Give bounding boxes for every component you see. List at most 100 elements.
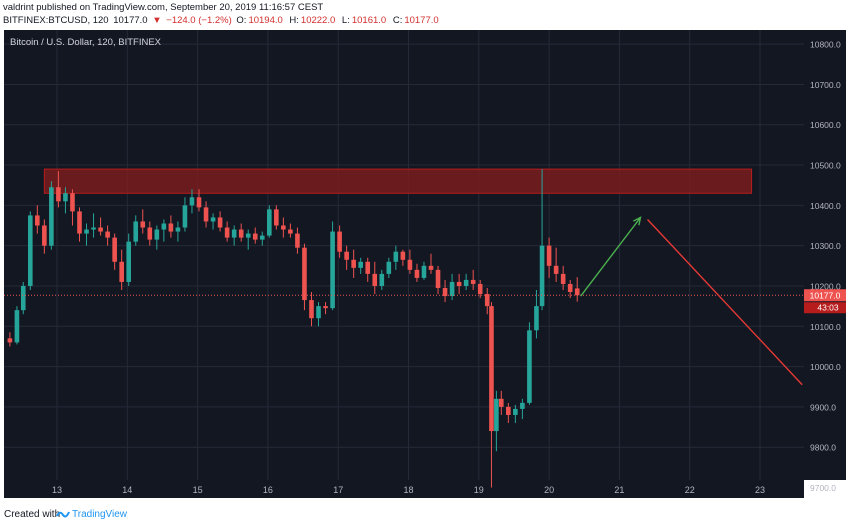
candle-body [217, 217, 223, 228]
x-tick-label: 21 [614, 485, 624, 495]
projection-up-arrowhead [633, 216, 642, 226]
candle-body [20, 285, 26, 311]
last-price-badge-label: 10177.0 [810, 291, 841, 301]
y-tick-label: 10400.0 [810, 201, 841, 211]
resistance-zone [43, 168, 753, 194]
candle-body [330, 231, 335, 309]
price-axis-background [804, 30, 846, 480]
close-label: C: [392, 15, 403, 26]
last-price-badge [804, 289, 846, 302]
down-arrow-icon: ▼ [152, 15, 162, 26]
candle-body [196, 197, 202, 208]
candle-body [119, 261, 124, 282]
projection-down-line [647, 218, 803, 386]
candle-body [7, 338, 13, 343]
candle-body [210, 217, 216, 222]
candle-body [252, 233, 258, 240]
y-tick-label: 9900.0 [810, 402, 836, 412]
candle-body [175, 227, 181, 232]
candle-body [203, 207, 209, 222]
candle-body [27, 215, 33, 286]
candle-body [259, 235, 265, 240]
candle-body [63, 193, 68, 202]
candle-body [309, 300, 314, 319]
tradingview-logo-icon [56, 511, 70, 518]
author-name[interactable]: valdrint [3, 2, 34, 13]
candle-body [428, 265, 434, 270]
candle-body [323, 306, 328, 309]
candle-body [513, 408, 518, 415]
candle-body [484, 294, 490, 307]
candle-body [245, 233, 251, 238]
candle-body [477, 283, 483, 295]
x-tick-label: 13 [52, 485, 62, 495]
candle-body [77, 211, 82, 234]
candle-body [337, 231, 342, 252]
candle-body [372, 273, 378, 286]
x-tick-label: 17 [333, 485, 343, 495]
y-tick-label: 10600.0 [810, 120, 841, 130]
price-chart[interactable]: Bitcoin / U.S. Dollar, 120, BITFINEX 9700… [0, 30, 850, 502]
candle-body [147, 227, 153, 240]
candle-body [288, 229, 293, 234]
candle-body [98, 227, 103, 232]
chart-header: valdrint published on TradingView.com, S… [0, 0, 850, 30]
candle-body [400, 251, 406, 260]
candle-body [91, 227, 96, 230]
high-value: 10222.0 [300, 15, 336, 26]
x-tick-label: 22 [685, 485, 695, 495]
candle-body [133, 221, 139, 242]
open-value: 10194.0 [248, 15, 283, 26]
candle-body [546, 245, 552, 266]
candle-body [140, 221, 146, 228]
candle-body [56, 187, 61, 202]
candle-body [105, 231, 110, 238]
candle-body [182, 205, 188, 228]
candle-body [224, 227, 230, 238]
candle-body [534, 306, 539, 331]
candle-body [70, 193, 75, 212]
change-value: −124.0 (−1.2%) [166, 15, 232, 26]
publish-info: valdrint published on TradingView.com, S… [3, 2, 323, 13]
footer: Created with TradingView [0, 502, 850, 526]
y-tick-label: 10700.0 [810, 80, 841, 90]
candle-body [231, 229, 237, 238]
candle-body [442, 287, 448, 297]
candle-body [574, 288, 580, 296]
x-tick-label: 20 [544, 485, 554, 495]
candle-body [14, 310, 20, 343]
countdown-label: 43:03 [817, 303, 839, 313]
candle-body [189, 197, 195, 206]
candle-body [42, 225, 47, 246]
y-tick-label: 10200.0 [810, 281, 841, 291]
candle-body [126, 241, 132, 282]
candle-body [49, 187, 54, 246]
countdown-badge [804, 302, 846, 314]
y-tick-label: 10500.0 [810, 161, 841, 171]
candle-body [560, 273, 566, 284]
candle-body [358, 261, 363, 268]
y-tick-label: 10100.0 [810, 322, 841, 332]
candle-body [456, 281, 462, 286]
x-tick-label: 18 [403, 485, 413, 495]
candle-body [435, 269, 441, 288]
time-axis-background [4, 480, 804, 498]
candle-body [470, 279, 476, 284]
created-with-text: Created with [4, 509, 61, 520]
chart-title: Bitcoin / U.S. Dollar, 120, BITFINEX [10, 37, 162, 48]
candle-body [386, 261, 392, 274]
candle-body [161, 223, 167, 230]
candle-body [316, 306, 321, 319]
tradingview-brand[interactable]: TradingView [72, 509, 128, 520]
candle-body [527, 330, 532, 403]
candle-body [112, 237, 117, 262]
candle-body [274, 209, 279, 226]
candle-body [35, 215, 40, 226]
ohlc-legend: BITFINEX:BTCUSD, 120 10177.0 ▼ −124.0 (−… [3, 15, 443, 26]
x-tick-label: 14 [122, 485, 132, 495]
x-tick-label: 16 [263, 485, 273, 495]
candle-body [494, 398, 499, 432]
published-text: published on TradingView.com, September … [36, 2, 324, 13]
candle-body [302, 247, 307, 301]
y-tick-label: 10000.0 [810, 362, 841, 372]
